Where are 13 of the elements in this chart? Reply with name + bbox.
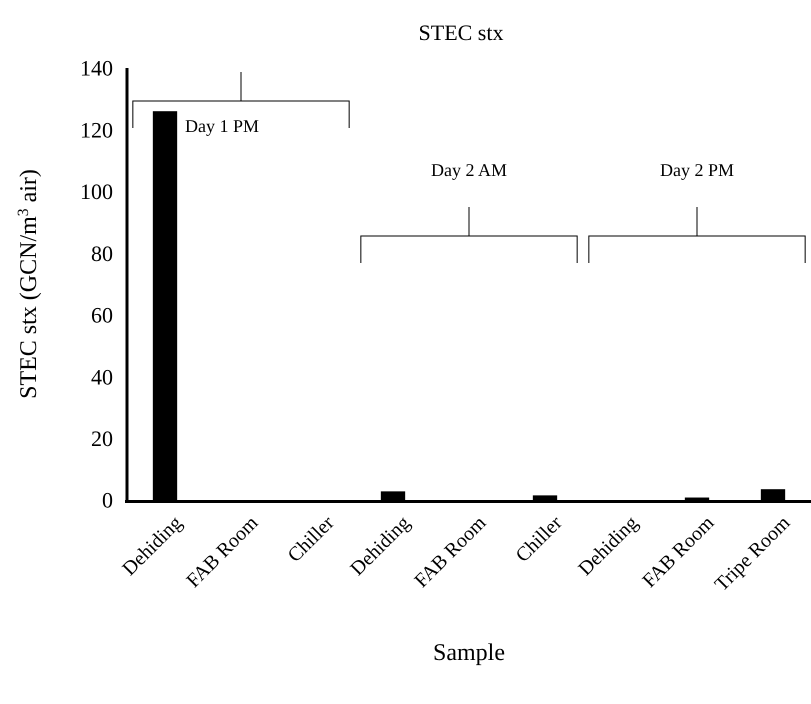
chart-title: STEC stx [418, 20, 504, 45]
x-axis-title: Sample [433, 640, 505, 666]
y-tick-label: 80 [91, 240, 113, 266]
y-tick-label: 40 [91, 364, 113, 390]
annotation: Day 1 PM [185, 116, 260, 136]
y-tick-label: 20 [91, 426, 113, 451]
y-tick-label: 60 [91, 302, 113, 328]
y-tick-label: 120 [80, 117, 113, 142]
annotation: Day 2 AM [431, 160, 507, 180]
y-tick-label: 0 [102, 488, 113, 513]
y-tick-label: 140 [80, 56, 113, 81]
y-tick-label: 100 [80, 179, 113, 204]
annotation: Day 2 PM [660, 160, 734, 180]
